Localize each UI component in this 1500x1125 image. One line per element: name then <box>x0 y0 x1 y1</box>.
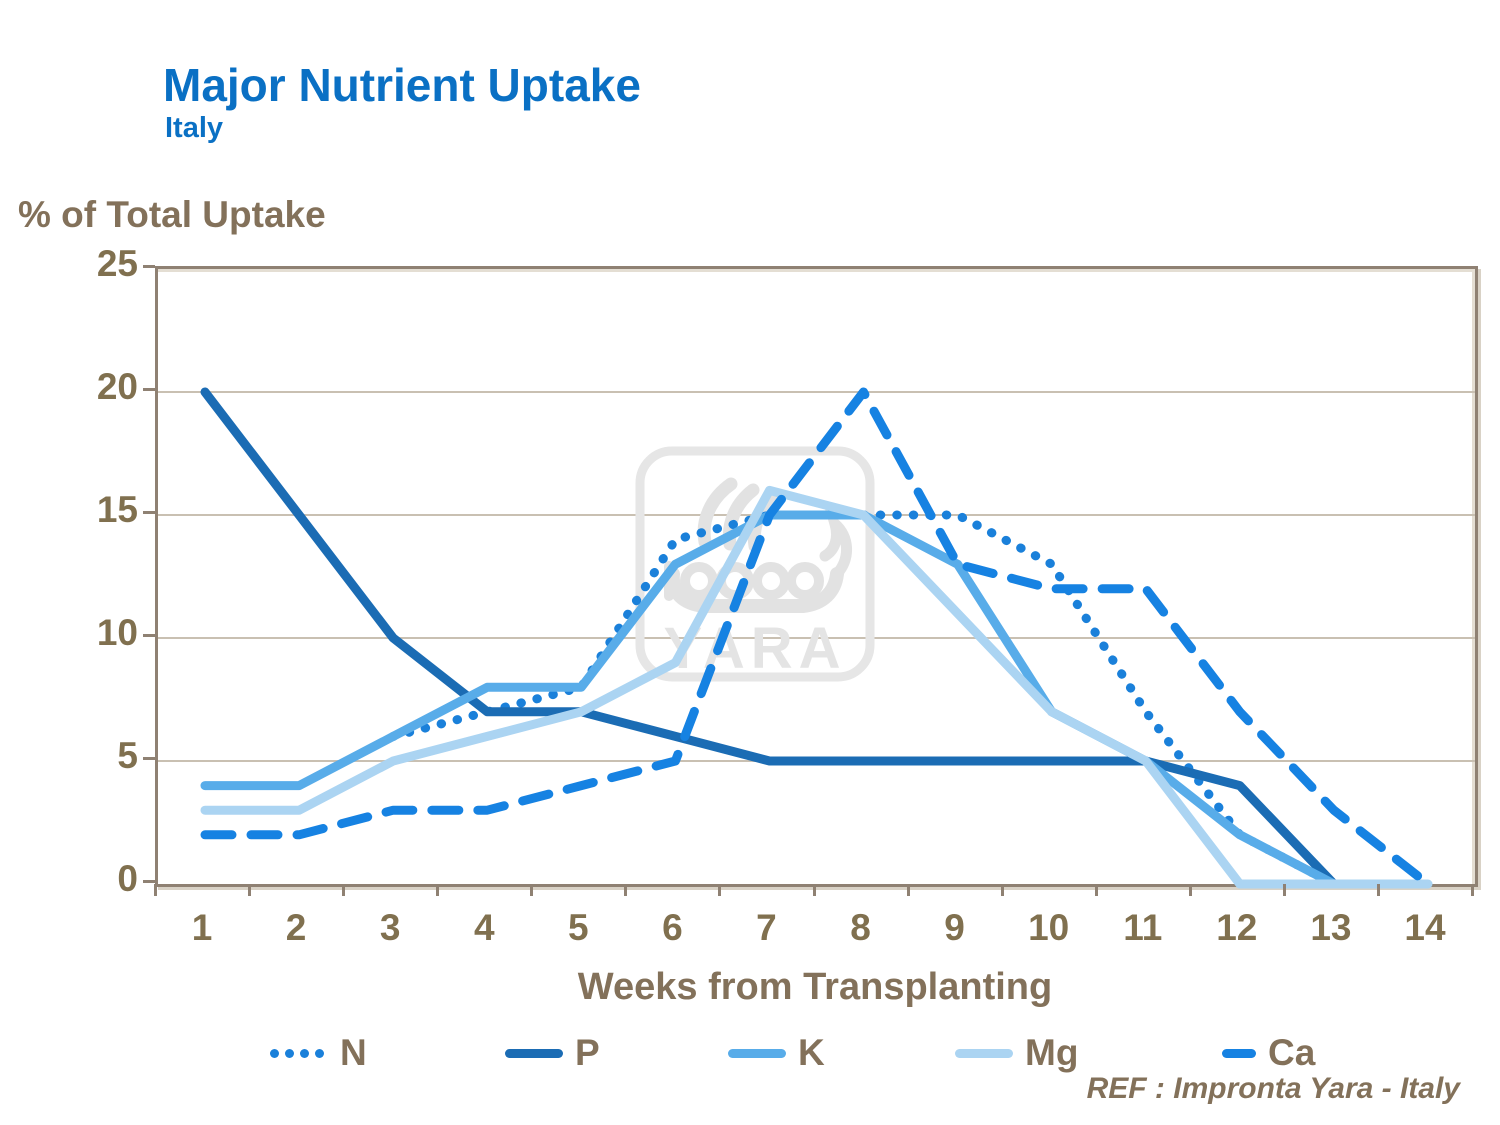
legend-marker-solid-icon <box>505 1030 563 1076</box>
x-tick-label-8: 8 <box>850 907 871 948</box>
x-tick-mark <box>718 884 722 896</box>
legend-marker-dashed-icon <box>1222 1030 1256 1076</box>
chart-title: Major Nutrient Uptake <box>163 59 641 111</box>
y-tick-mark <box>143 634 155 637</box>
y-tick-mark <box>143 265 155 268</box>
y-axis-title: % of Total Uptake <box>18 194 326 235</box>
legend-label: Mg <box>1025 1032 1079 1073</box>
x-tick-mark <box>1376 884 1380 896</box>
series-line-Mg <box>200 485 1433 889</box>
legend-item-K: K <box>728 1030 825 1076</box>
legend-item-N: N <box>270 1030 367 1076</box>
y-tick-label-25: 25 <box>96 243 138 284</box>
legend-marker-solid-icon <box>955 1030 1013 1076</box>
x-tick-mark <box>624 884 628 896</box>
x-tick-mark <box>1000 884 1004 896</box>
y-tick-mark <box>143 757 155 760</box>
x-tick-label-5: 5 <box>568 907 589 948</box>
x-tick-mark <box>906 884 910 896</box>
x-tick-mark <box>1282 884 1286 896</box>
x-tick-mark <box>436 884 440 896</box>
x-tick-label-6: 6 <box>662 907 683 948</box>
gridline-20 <box>158 391 1475 393</box>
x-tick-label-2: 2 <box>285 907 307 948</box>
x-axis-title: Weeks from Transplanting <box>577 966 1053 1008</box>
plot-area: YARA <box>155 266 1478 889</box>
x-tick-mark <box>1188 884 1192 896</box>
y-tick-label-0: 0 <box>117 858 138 899</box>
x-tick-mark <box>530 884 534 896</box>
x-tick-label-4: 4 <box>473 907 495 948</box>
x-tick-mark <box>1471 884 1474 896</box>
x-tick-label-3: 3 <box>379 907 401 948</box>
x-tick-mark <box>812 884 816 896</box>
y-tick-label-5: 5 <box>117 735 138 776</box>
y-tick-label-20: 20 <box>96 366 138 407</box>
x-tick-label-1: 1 <box>191 907 213 948</box>
x-tick-mark <box>1094 884 1098 896</box>
x-tick-mark <box>154 884 157 896</box>
x-tick-label-12: 12 <box>1216 907 1258 948</box>
legend-marker-solid-icon <box>728 1030 786 1076</box>
legend-marker-dotted-icon <box>270 1030 328 1076</box>
legend-label: Ca <box>1268 1032 1316 1073</box>
series-line-Ca <box>200 387 1433 889</box>
x-tick-label-14: 14 <box>1404 907 1446 948</box>
x-tick-label-10: 10 <box>1028 907 1070 948</box>
series-line-K <box>200 510 1339 889</box>
x-tick-mark <box>248 884 252 896</box>
series-line-P <box>200 387 1339 889</box>
y-tick-mark <box>143 880 155 883</box>
legend-label: K <box>798 1032 825 1073</box>
legend-item-Mg: Mg <box>955 1030 1078 1076</box>
reference-text: REF : Impronta Yara - Italy <box>1086 1072 1460 1105</box>
x-tick-label-9: 9 <box>944 907 965 948</box>
x-tick-label-13: 13 <box>1310 907 1352 948</box>
chart-subtitle: Italy <box>165 112 224 144</box>
y-tick-mark <box>143 388 155 391</box>
x-tick-label-7: 7 <box>756 907 777 948</box>
y-tick-label-10: 10 <box>96 612 138 653</box>
x-tick-mark <box>342 884 346 896</box>
y-tick-mark <box>143 511 155 514</box>
x-tick-label-11: 11 <box>1123 907 1163 948</box>
legend-item-P: P <box>505 1030 600 1076</box>
legend-label: P <box>575 1032 600 1073</box>
line-chart <box>200 387 1433 889</box>
y-tick-label-15: 15 <box>96 489 138 530</box>
legend-item-Ca: Ca <box>1222 1030 1315 1076</box>
legend-label: N <box>340 1032 367 1073</box>
